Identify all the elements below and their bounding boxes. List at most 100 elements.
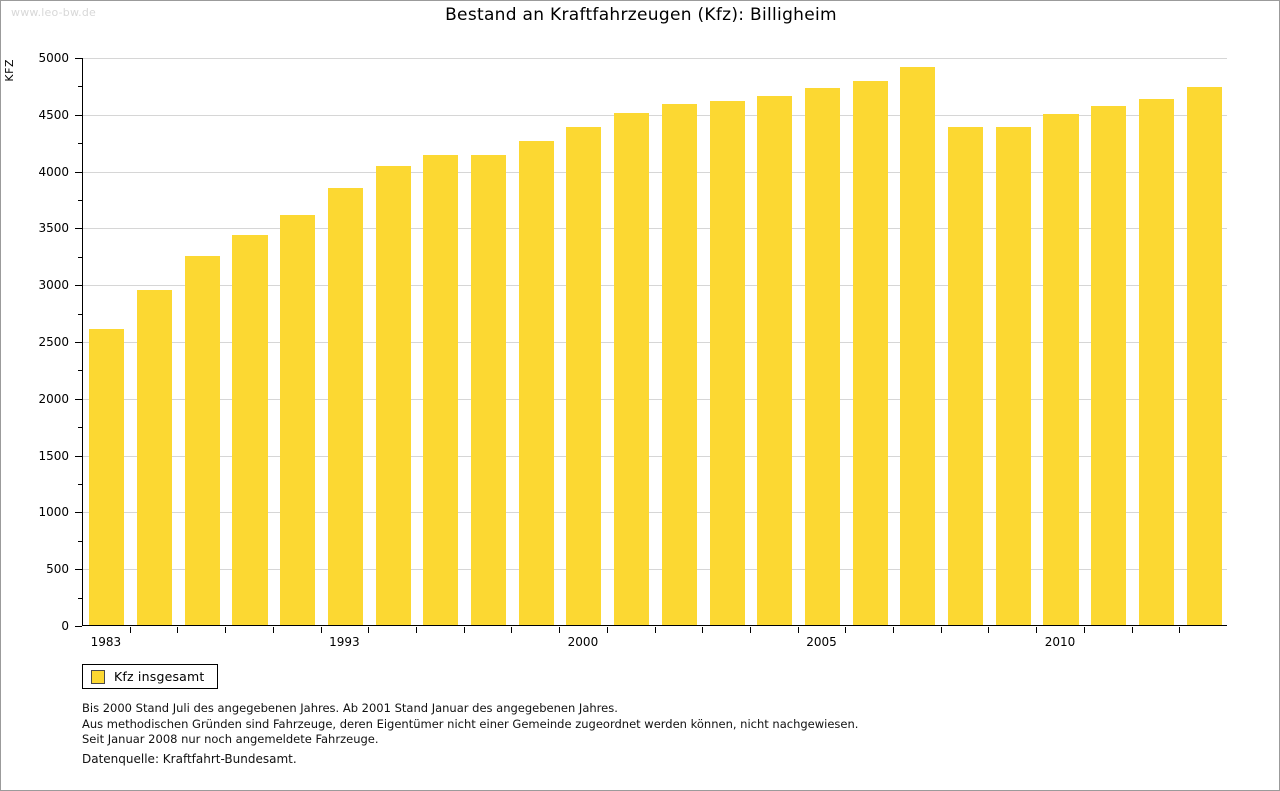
gridline — [83, 114, 1227, 116]
bar[interactable] — [184, 256, 220, 625]
bar[interactable] — [423, 155, 459, 625]
x-axis-tick — [797, 627, 799, 633]
square-swatch-icon — [91, 669, 105, 684]
x-axis-tick — [272, 627, 274, 633]
legend-item-label: Kfz insgesamt — [114, 669, 205, 684]
bar[interactable] — [137, 290, 173, 625]
gridline — [83, 569, 1227, 571]
y-axis-tick-label: 3000 — [38, 278, 69, 293]
footnote-line: Aus methodischen Gründen sind Fahrzeuge,… — [82, 716, 859, 731]
gridline — [83, 58, 1227, 59]
y-axis-tick-label: 2500 — [38, 335, 69, 349]
y-axis-minor-tick — [78, 370, 82, 372]
bar[interactable] — [852, 80, 888, 625]
x-axis-tick — [893, 627, 895, 633]
x-axis-tick — [415, 627, 417, 633]
y-axis-tick-label: 1500 — [38, 448, 69, 463]
gridline — [83, 455, 1227, 457]
bar[interactable] — [89, 328, 125, 625]
bar[interactable] — [804, 87, 840, 625]
x-axis-tick-label: 2000 — [567, 635, 599, 649]
bar[interactable] — [1186, 86, 1222, 625]
x-axis-tick — [940, 627, 942, 633]
watermark-text: www.leo-bw.de — [11, 6, 97, 19]
bar[interactable] — [518, 141, 554, 625]
gridline — [83, 398, 1227, 400]
y-axis: 0 500 1000 1500 2000 2500 3000 3500 4000 4500 5000 — [1, 51, 82, 633]
y-axis-tick-label: 0 — [61, 619, 69, 633]
y-axis-minor-tick — [78, 256, 82, 258]
x-axis-tick — [177, 627, 179, 633]
x-axis-tick — [225, 627, 227, 633]
bar[interactable] — [375, 166, 411, 625]
y-axis-tick — [75, 512, 82, 514]
x-axis-tick — [1131, 627, 1133, 633]
bar[interactable] — [1091, 105, 1127, 625]
y-axis-minor-tick — [78, 313, 82, 315]
footnote-line: Bis 2000 Stand Juli des angegebenen Jahr… — [82, 701, 618, 715]
x-axis-tick — [1179, 627, 1181, 633]
bar[interactable] — [1043, 114, 1079, 625]
y-axis-tick-label: 4500 — [38, 107, 69, 122]
y-axis-tick-label: 4000 — [38, 164, 69, 179]
x-axis-tick — [606, 627, 608, 633]
gridline — [83, 285, 1227, 287]
bar[interactable] — [566, 127, 602, 625]
y-axis-tick — [75, 171, 82, 173]
y-axis-tick — [75, 455, 82, 457]
bar[interactable] — [327, 187, 363, 625]
bar[interactable] — [709, 101, 745, 625]
x-axis-tick-label: 2005 — [806, 635, 837, 649]
plot-area — [82, 58, 1227, 626]
bar[interactable] — [280, 215, 316, 625]
x-axis-tick — [511, 627, 513, 633]
y-axis-minor-tick — [78, 540, 82, 542]
bar[interactable] — [1138, 99, 1174, 625]
bar[interactable] — [948, 127, 984, 625]
x-axis-tick — [988, 627, 990, 633]
x-axis-tick — [702, 627, 704, 633]
bar[interactable] — [232, 234, 268, 625]
y-axis-tick-label: 1000 — [38, 505, 69, 520]
y-axis-minor-tick — [78, 484, 82, 485]
y-axis-tick — [75, 342, 82, 343]
bar[interactable] — [614, 112, 650, 625]
y-axis-tick — [75, 626, 82, 627]
y-axis-minor-tick — [78, 427, 82, 429]
x-axis-tick-label: 1983 — [90, 635, 122, 649]
y-axis-tick-label: 2000 — [38, 391, 69, 406]
y-axis-minor-tick — [78, 143, 82, 145]
footnote-line: Seit Januar 2008 nur noch angemeldete Fa… — [82, 732, 379, 746]
x-axis-tick — [749, 627, 751, 633]
y-axis-tick-label: 500 — [46, 562, 69, 577]
bar[interactable] — [995, 126, 1031, 625]
x-axis: 1983 1993 2000 2005 2010 — [82, 627, 1228, 653]
y-axis-minor-tick — [78, 200, 82, 201]
y-axis-minor-tick — [78, 86, 82, 88]
x-axis-tick — [1083, 627, 1085, 633]
gridline — [83, 512, 1227, 514]
y-axis-tick — [75, 58, 82, 59]
bar[interactable] — [757, 95, 793, 625]
y-axis-tick — [75, 569, 82, 571]
x-axis-tick — [559, 627, 561, 633]
gridline — [83, 171, 1227, 173]
data-source: Datenquelle: Kraftfahrt-Bundesamt. — [82, 752, 297, 766]
page-title: Bestand an Kraftfahrzeugen (Kfz): Billig… — [445, 5, 837, 25]
bar[interactable] — [900, 67, 936, 625]
footnotes: Bis 2000 Stand Juli des angegebenen Jahr… — [82, 701, 1202, 748]
y-axis-tick — [75, 228, 82, 230]
x-axis-tick — [845, 627, 847, 633]
y-axis-minor-tick — [78, 597, 82, 599]
bar[interactable] — [661, 103, 697, 625]
x-axis-tick — [463, 627, 465, 633]
y-axis-tick-label: 3500 — [38, 221, 69, 236]
bar[interactable] — [470, 155, 507, 625]
x-axis-tick — [1036, 627, 1038, 633]
chart-legend[interactable]: Kfz insgesamt — [82, 664, 218, 689]
y-axis-tick-label: 5000 — [38, 51, 69, 65]
plot-wrapper — [82, 58, 1227, 626]
x-axis-tick — [368, 627, 370, 633]
gridline — [83, 228, 1227, 230]
